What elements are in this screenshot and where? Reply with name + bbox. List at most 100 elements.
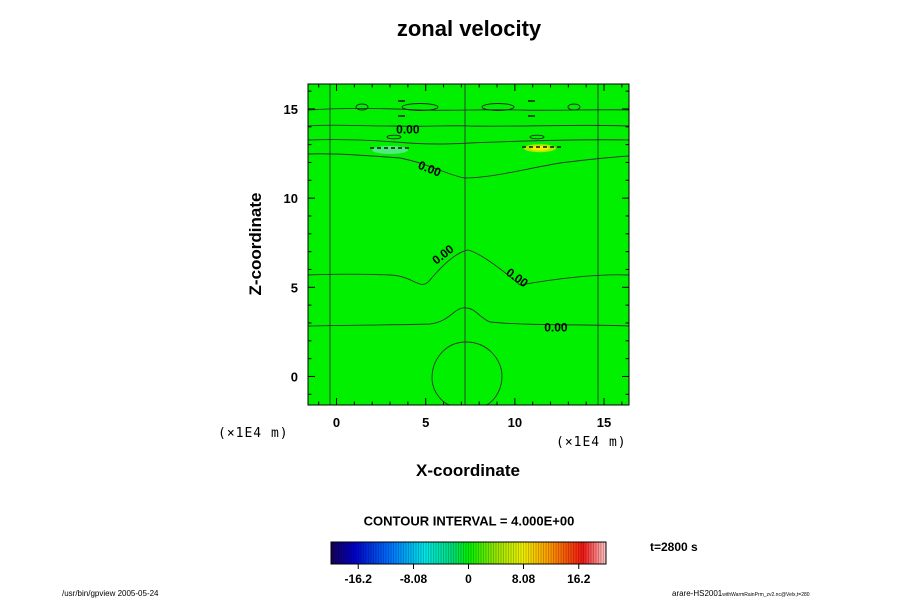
time-label: t=2800 s bbox=[650, 540, 698, 554]
y-tick-label-1: 5 bbox=[291, 280, 298, 295]
colorbar-cell bbox=[591, 542, 594, 564]
colorbar-cell bbox=[596, 542, 599, 564]
colorbar-cell bbox=[391, 542, 394, 564]
contour-line-8 bbox=[465, 341, 503, 406]
closed-contour-4 bbox=[567, 103, 581, 111]
colorbar-cell bbox=[358, 542, 362, 564]
colorbar-cell bbox=[446, 542, 449, 564]
colorbar-cell bbox=[396, 542, 399, 564]
colorbar-cell bbox=[336, 542, 339, 564]
closed-contour-1 bbox=[355, 103, 369, 111]
colorbar-cell bbox=[466, 542, 469, 564]
colorbar-cell bbox=[373, 542, 377, 564]
colorbar-cell bbox=[573, 542, 577, 564]
colorbar-cell bbox=[398, 542, 402, 564]
colorbar-cell bbox=[458, 542, 462, 564]
colorbar-cell bbox=[556, 542, 559, 564]
colorbar-tick-label-3: 8.08 bbox=[512, 572, 536, 586]
colorbar-cell bbox=[503, 542, 507, 564]
colorbar-cell bbox=[403, 542, 407, 564]
contour-label-5: 0.00 bbox=[544, 320, 568, 334]
x-unit-label: (×1E4 m) bbox=[556, 435, 627, 450]
colorbar-cell bbox=[566, 542, 569, 564]
colorbar-cell bbox=[441, 542, 444, 564]
colorbar-cell bbox=[461, 542, 464, 564]
colorbar-cell bbox=[456, 542, 459, 564]
footer-right-sub: withWarmRainPrm_zv2.nc@Velx,t=280 bbox=[722, 592, 810, 598]
colorbar-cell bbox=[541, 542, 544, 564]
plot-frame bbox=[307, 83, 630, 406]
colorbar-cell bbox=[401, 542, 404, 564]
colorbar-cell bbox=[551, 542, 554, 564]
colorbar-cell bbox=[511, 542, 514, 564]
colorbar-cell bbox=[598, 542, 602, 564]
colorbar-cell bbox=[493, 542, 497, 564]
colorbar-cell bbox=[421, 542, 424, 564]
colorbar-cell bbox=[413, 542, 417, 564]
colorbar-cell bbox=[433, 542, 437, 564]
colorbar-cell bbox=[443, 542, 447, 564]
colorbar-cell bbox=[538, 542, 542, 564]
colorbar-cell bbox=[386, 542, 389, 564]
colorbar-cell bbox=[473, 542, 477, 564]
y-unit-label: (×1E4 m) bbox=[218, 426, 289, 441]
y-tick-label-3: 15 bbox=[284, 102, 298, 117]
colorbar-cell bbox=[548, 542, 552, 564]
colorbar-cell bbox=[496, 542, 499, 564]
colorbar-cell bbox=[426, 542, 429, 564]
colorbar-cell bbox=[543, 542, 547, 564]
closed-contour-6 bbox=[529, 134, 545, 140]
colorbar-cell bbox=[508, 542, 512, 564]
colorbar-cell bbox=[468, 542, 472, 564]
footer-right: arare-HS2001withWarmRainPrm_zv2.nc@Velx,… bbox=[672, 589, 810, 598]
colorbar-cell bbox=[568, 542, 572, 564]
colorbar-cell bbox=[546, 542, 549, 564]
colorbar-cell bbox=[486, 542, 489, 564]
colorbar-cell bbox=[393, 542, 397, 564]
colorbar-cell bbox=[408, 542, 412, 564]
colorbar-cell bbox=[578, 542, 582, 564]
colorbar-cell bbox=[438, 542, 442, 564]
x-axis-title: X-coordinate bbox=[416, 461, 520, 480]
colorbar-cell bbox=[528, 542, 532, 564]
y-tick-label-2: 10 bbox=[284, 191, 298, 206]
colorbar-cell bbox=[521, 542, 524, 564]
colorbar-cell bbox=[471, 542, 474, 564]
jet-anomaly-west bbox=[372, 145, 409, 154]
colorbar-cell bbox=[331, 542, 334, 564]
colorbar-cell bbox=[341, 542, 344, 564]
y-axis-title: Z-coordinate bbox=[246, 192, 265, 296]
colorbar-cell bbox=[588, 542, 592, 564]
closed-contour-5 bbox=[386, 134, 402, 140]
colorbar-cell bbox=[601, 542, 604, 564]
field-background bbox=[308, 84, 629, 405]
colorbar-tick-label-4: 16.2 bbox=[567, 572, 591, 586]
colorbar-cell bbox=[518, 542, 522, 564]
colorbar-cell bbox=[356, 542, 359, 564]
colorbar-cell bbox=[428, 542, 432, 564]
colorbar-cell bbox=[536, 542, 539, 564]
colorbar-cell bbox=[603, 542, 607, 564]
colorbar-cell bbox=[338, 542, 342, 564]
contour-label-1: 0.00 bbox=[396, 123, 420, 137]
colorbar-cell bbox=[523, 542, 527, 564]
colorbar-cell bbox=[411, 542, 414, 564]
colorbar-cell bbox=[366, 542, 369, 564]
contour-line-1 bbox=[307, 108, 630, 111]
colorbar-cell bbox=[423, 542, 427, 564]
colorbar-cell bbox=[501, 542, 504, 564]
colorbar-cell bbox=[533, 542, 537, 564]
colorbar-cell bbox=[346, 542, 349, 564]
colorbar-cell bbox=[353, 542, 357, 564]
colorbar-cell bbox=[553, 542, 557, 564]
colorbar-tick-label-0: -16.2 bbox=[345, 572, 373, 586]
contour-line-5 bbox=[307, 249, 630, 286]
colorbar-cell bbox=[593, 542, 597, 564]
colorbar-cell bbox=[463, 542, 467, 564]
colorbar-cell bbox=[361, 542, 364, 564]
colorbar-cell bbox=[343, 542, 347, 564]
colorbar-cell bbox=[491, 542, 494, 564]
contour-line-3 bbox=[307, 139, 630, 145]
colorbar-cell bbox=[478, 542, 482, 564]
